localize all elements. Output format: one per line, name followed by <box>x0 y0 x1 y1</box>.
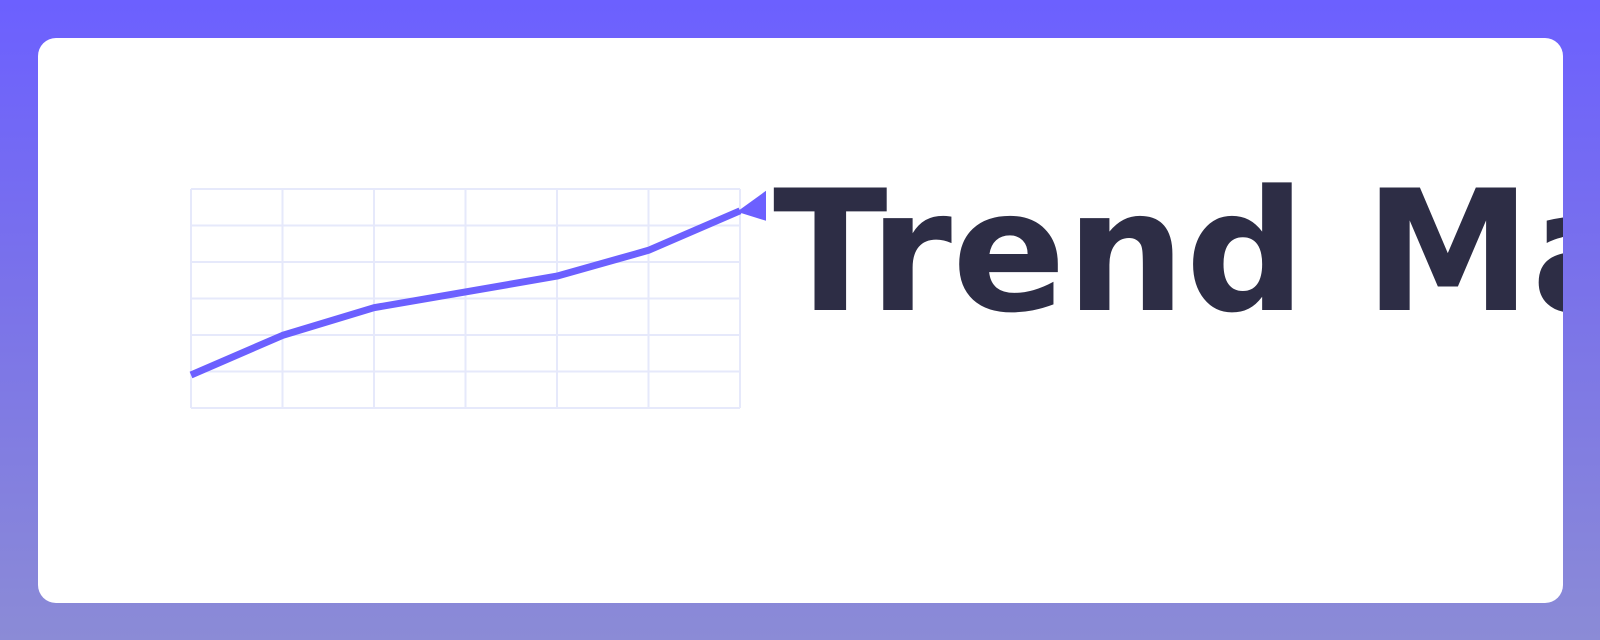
trend-chart-logo-icon <box>148 153 788 433</box>
logo-trend-line <box>189 207 742 379</box>
logo-grid <box>190 188 741 409</box>
logo-arrowhead-icon <box>737 190 766 221</box>
banner-card: Trend Ma <box>38 38 1563 603</box>
trend-chart-logo-svg <box>189 188 766 409</box>
brand-name: Trend Ma <box>773 154 1563 350</box>
